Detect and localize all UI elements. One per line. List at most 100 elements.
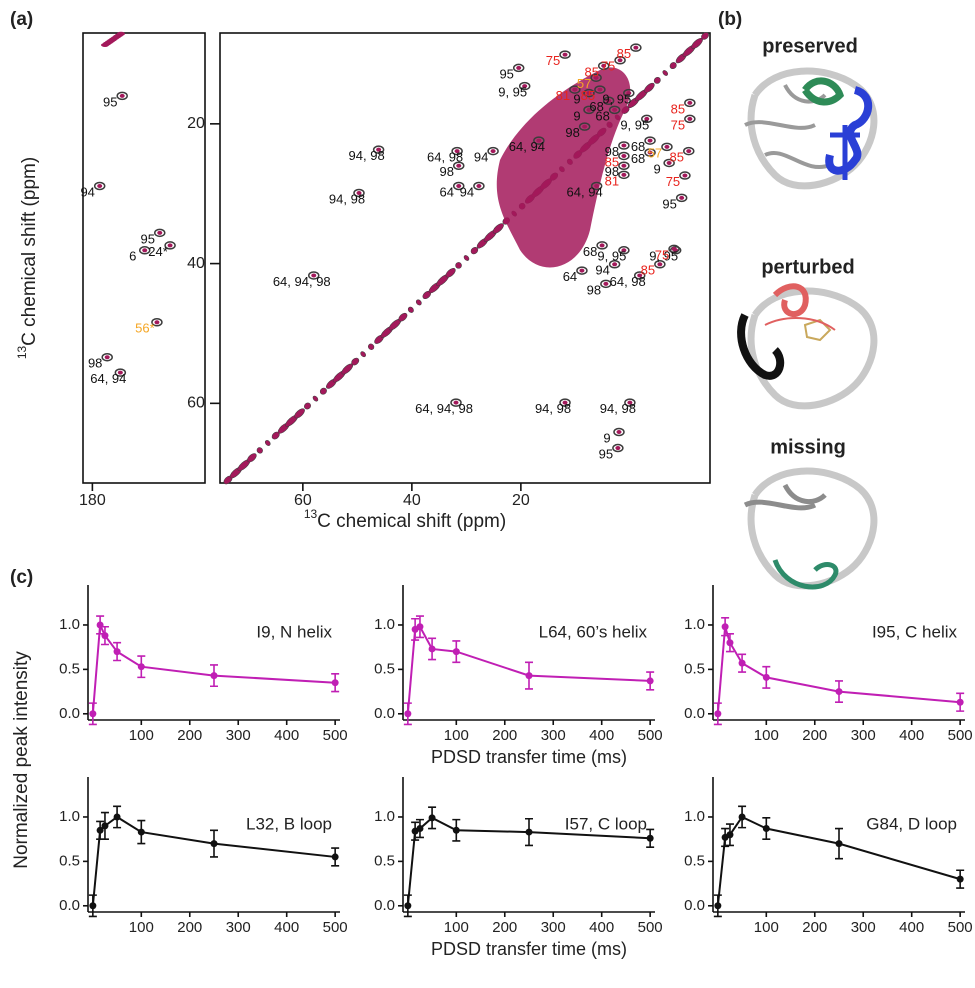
diagonal-peak — [398, 312, 408, 322]
structure-missing — [743, 467, 878, 590]
cross-peak-overlay — [97, 184, 103, 189]
data-point — [525, 672, 533, 680]
data-point — [210, 840, 218, 848]
y-tick-label: 0.5 — [59, 660, 80, 677]
x-tick-label: 500 — [638, 919, 663, 936]
data-point — [96, 826, 104, 834]
isotope: 13 — [304, 507, 318, 521]
peak-label: 6 — [129, 249, 136, 264]
cross-peak-overlay — [157, 230, 163, 235]
x-tick-label: 400 — [589, 919, 614, 936]
cross-peak — [594, 85, 606, 94]
peak-label: 98 — [605, 144, 619, 159]
cross-peak-overlay — [597, 87, 603, 92]
cross-peak-overlay — [356, 191, 362, 196]
diagonal-peak — [701, 32, 709, 40]
cross-peak — [559, 398, 571, 407]
cross-peak — [452, 181, 465, 191]
diagonal-peak — [117, 31, 125, 36]
peak-label: 64 — [563, 269, 577, 284]
data-point — [101, 822, 109, 830]
cross-peak — [138, 246, 151, 255]
data-point — [452, 826, 460, 834]
data-point — [714, 710, 722, 718]
diagonal-peak — [319, 387, 327, 395]
cross-peak-overlay — [612, 262, 618, 267]
cross-peak-overlay — [671, 246, 677, 251]
chart-title: L32, B loop — [246, 814, 332, 833]
chart-title: I95, C helix — [872, 622, 958, 641]
cross-peak — [669, 246, 682, 255]
peak-label: 68 — [589, 99, 603, 114]
peak-label: 64, 94 — [509, 139, 545, 154]
peak-label: 98 — [440, 164, 454, 179]
cross-peak-overlay — [599, 243, 605, 248]
x-tick-label: 400 — [899, 919, 924, 936]
cross-peak — [613, 427, 625, 437]
x-tick-label: 100 — [129, 919, 154, 936]
data-point — [956, 698, 964, 706]
cross-peak — [154, 228, 166, 238]
chart-title: I9, N helix — [256, 622, 332, 641]
data-point — [646, 834, 654, 842]
cross-peak — [473, 181, 485, 191]
y-tick-label: 60 — [187, 395, 205, 412]
x-tick-label: 200 — [177, 727, 202, 744]
data-point — [721, 623, 729, 631]
diagonal-peak — [312, 395, 319, 402]
peak-label: 85 — [617, 46, 631, 61]
cross-peak-overlay — [603, 281, 609, 286]
cross-peak — [583, 88, 595, 98]
cross-peak — [618, 161, 630, 171]
cross-peak-overlay — [104, 355, 110, 360]
cross-peak — [576, 266, 588, 275]
cross-peak — [164, 241, 176, 250]
x-tick-label: 100 — [754, 727, 779, 744]
cross-peak-overlay — [593, 75, 599, 80]
diagonal-peak — [463, 255, 470, 261]
cross-peak — [644, 148, 656, 157]
x-tick-label: 500 — [638, 727, 663, 744]
x-tick-label: 300 — [226, 727, 251, 744]
cross-peak — [596, 241, 608, 250]
label-text: C chemical shift (ppm) — [317, 511, 506, 532]
structure-preserved — [744, 67, 878, 190]
cross-peak — [372, 145, 385, 154]
data-point — [646, 677, 654, 685]
cross-peak — [93, 181, 106, 191]
cross-peak-overlay — [536, 138, 542, 143]
x-tick-label: 200 — [492, 727, 517, 744]
diagonal-peak — [662, 70, 668, 76]
x-tick-label: 100 — [754, 919, 779, 936]
peak-label: 98 — [587, 282, 601, 297]
diagonal-peak — [492, 223, 504, 234]
peak-label: 24* — [148, 244, 168, 259]
cross-peak — [590, 181, 603, 191]
data-point — [113, 813, 121, 821]
chart-title: G84, D loop — [866, 814, 957, 833]
data-point — [113, 648, 121, 656]
y-tick-label: 0.5 — [374, 660, 395, 677]
cross-peak — [612, 443, 624, 453]
cross-peak — [608, 105, 621, 115]
peak-label: 85 — [584, 64, 598, 79]
cross-peak-overlay — [562, 52, 568, 57]
x-tick-label: 500 — [323, 727, 348, 744]
cross-peak — [684, 98, 696, 108]
overlay-region — [496, 67, 631, 268]
x-tick-label: 400 — [899, 727, 924, 744]
diagonal-peak — [360, 351, 366, 358]
panel-label: (a) — [10, 9, 33, 30]
cross-peak-overlay — [582, 124, 588, 129]
y-tick-label: 0.5 — [59, 852, 80, 869]
peak-label: 95 — [103, 94, 117, 109]
diagonal-peak — [445, 268, 456, 278]
y-tick-label: 1.0 — [59, 616, 80, 633]
y-tick-label: 1.0 — [374, 808, 395, 825]
peak-label: 64, 94 — [90, 371, 126, 386]
cross-peak-overlay — [637, 273, 643, 278]
y-axis-label: Normalized peak intensity — [11, 651, 32, 869]
data-point — [738, 813, 746, 821]
peak-label: 98 — [605, 164, 619, 179]
peak-label: 94 — [595, 263, 609, 278]
